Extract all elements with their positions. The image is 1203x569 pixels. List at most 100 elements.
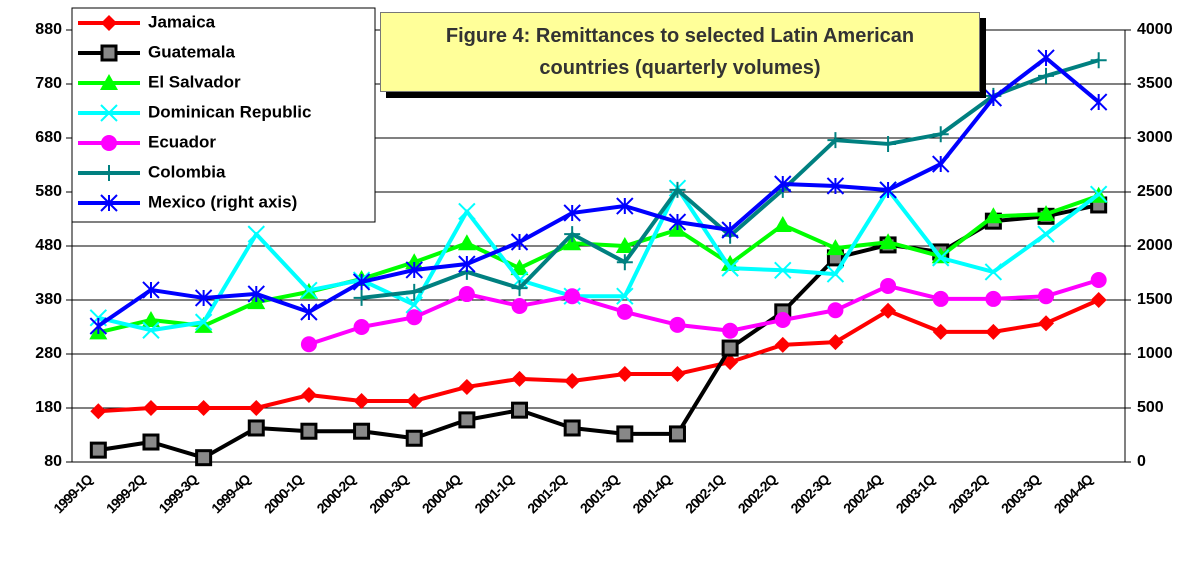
y-tick-label: 880 bbox=[35, 21, 62, 38]
y-tick-label: 580 bbox=[35, 183, 62, 200]
marker bbox=[879, 233, 898, 250]
x-tick-label: 2004-4Q bbox=[1051, 471, 1097, 517]
marker bbox=[458, 378, 475, 395]
marker bbox=[669, 365, 686, 382]
marker bbox=[101, 165, 117, 181]
marker bbox=[669, 181, 686, 198]
series-line bbox=[98, 203, 1100, 460]
marker bbox=[405, 429, 423, 447]
marker bbox=[406, 283, 423, 300]
marker bbox=[774, 261, 792, 280]
y2-tick-label: 2500 bbox=[1137, 183, 1173, 200]
marker bbox=[564, 226, 581, 243]
x-tick-label: 1999-3Q bbox=[155, 471, 201, 517]
marker bbox=[458, 286, 475, 303]
marker bbox=[406, 392, 423, 409]
marker bbox=[194, 289, 213, 307]
marker bbox=[101, 135, 117, 151]
marker bbox=[563, 419, 581, 437]
marker bbox=[827, 334, 844, 351]
marker bbox=[353, 422, 371, 440]
marker bbox=[827, 132, 844, 149]
x-tick-label: 2003-3Q bbox=[998, 471, 1044, 517]
marker bbox=[826, 177, 845, 195]
marker bbox=[564, 288, 581, 305]
marker bbox=[141, 310, 160, 327]
marker bbox=[142, 281, 160, 299]
marker bbox=[510, 233, 529, 251]
legend-label: Jamaica bbox=[148, 12, 216, 31]
marker bbox=[1038, 288, 1055, 305]
marker bbox=[616, 254, 633, 271]
marker bbox=[616, 425, 634, 443]
y-tick-label: 780 bbox=[35, 75, 62, 92]
marker bbox=[668, 425, 686, 443]
marker bbox=[721, 339, 739, 357]
y-tick-label: 680 bbox=[35, 129, 62, 146]
chart-title: Figure 4: Remittances to selected Latin … bbox=[380, 12, 980, 92]
legend-label: Mexico (right axis) bbox=[148, 192, 297, 211]
x-tick-label: 2000-3Q bbox=[366, 471, 412, 517]
x-tick-label: 2001-2Q bbox=[524, 471, 570, 517]
y2-tick-label: 3000 bbox=[1137, 129, 1173, 146]
marker bbox=[1038, 67, 1055, 84]
legend-label: Guatemala bbox=[148, 42, 235, 61]
marker bbox=[511, 401, 529, 419]
marker bbox=[352, 273, 371, 291]
marker bbox=[563, 204, 581, 222]
marker bbox=[1089, 185, 1108, 203]
marker bbox=[722, 322, 739, 339]
marker bbox=[101, 15, 117, 31]
marker bbox=[300, 387, 317, 404]
marker bbox=[142, 321, 160, 339]
x-tick-label: 2002-4Q bbox=[840, 471, 886, 517]
y-tick-label: 380 bbox=[35, 291, 62, 308]
marker bbox=[932, 290, 949, 307]
marker bbox=[457, 234, 476, 251]
marker bbox=[90, 403, 107, 420]
marker bbox=[932, 126, 949, 143]
y2-tick-label: 1500 bbox=[1137, 291, 1173, 308]
marker bbox=[1037, 205, 1056, 222]
marker bbox=[616, 303, 633, 320]
marker bbox=[616, 197, 634, 215]
marker bbox=[458, 255, 476, 273]
marker bbox=[984, 207, 1003, 224]
marker bbox=[669, 316, 686, 333]
marker bbox=[89, 441, 107, 459]
marker bbox=[932, 249, 950, 267]
marker bbox=[195, 449, 213, 467]
y2-tick-label: 4000 bbox=[1137, 21, 1173, 38]
marker bbox=[100, 44, 118, 62]
marker bbox=[985, 290, 1002, 307]
marker bbox=[405, 296, 423, 314]
series-line bbox=[308, 278, 1100, 347]
marker bbox=[247, 285, 265, 303]
marker bbox=[880, 277, 897, 294]
marker bbox=[511, 370, 528, 387]
marker bbox=[721, 221, 739, 239]
marker bbox=[300, 303, 318, 321]
x-tick-label: 1999-4Q bbox=[208, 471, 254, 517]
marker bbox=[932, 323, 949, 340]
marker bbox=[984, 89, 1003, 107]
marker bbox=[616, 365, 633, 382]
y-tick-label: 480 bbox=[35, 237, 62, 254]
marker bbox=[564, 373, 581, 389]
marker bbox=[194, 316, 213, 333]
marker bbox=[827, 302, 844, 319]
series-line bbox=[97, 55, 1100, 328]
x-tick-label: 2002-1Q bbox=[682, 471, 728, 517]
marker bbox=[142, 433, 160, 451]
marker bbox=[773, 215, 792, 232]
y2-tick-label: 3500 bbox=[1137, 75, 1173, 92]
x-tick-label: 2002-2Q bbox=[735, 471, 781, 517]
marker bbox=[511, 280, 528, 297]
marker bbox=[458, 411, 476, 429]
marker bbox=[406, 309, 423, 326]
marker bbox=[826, 265, 845, 283]
legend-label: El Salvador bbox=[148, 72, 241, 91]
x-tick-label: 2001-3Q bbox=[577, 471, 623, 517]
x-tick-label: 2003-2Q bbox=[945, 471, 991, 517]
